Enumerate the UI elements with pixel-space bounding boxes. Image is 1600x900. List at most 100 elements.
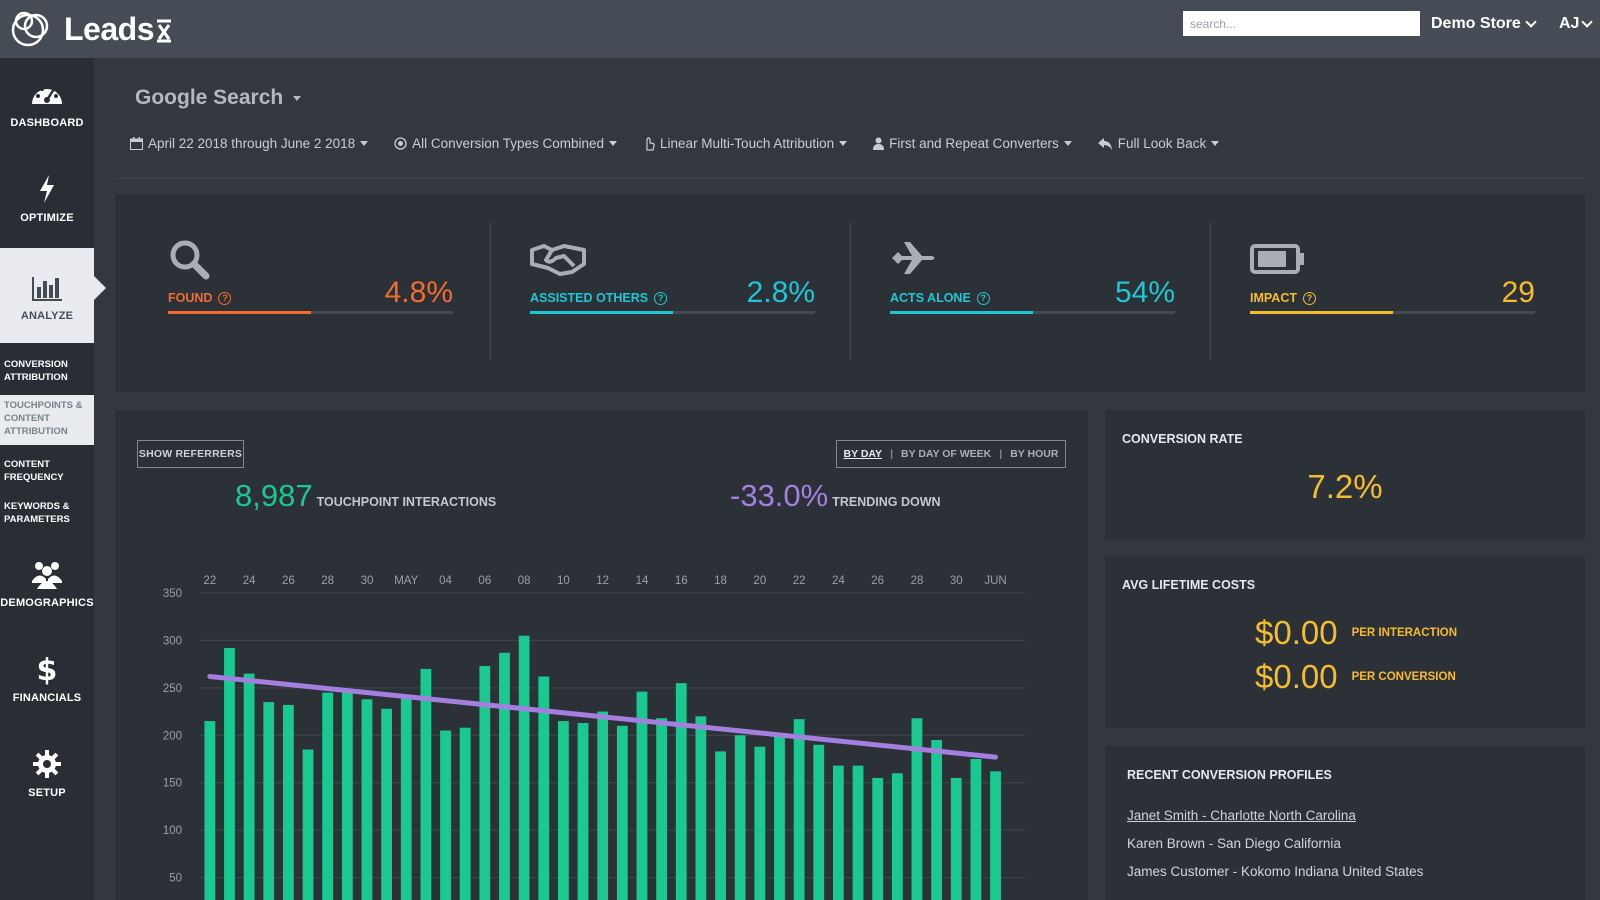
kpi-acts-alone: ACTS ALONE? 54% xyxy=(890,238,1175,318)
chart-bar xyxy=(852,765,864,900)
interactions-stat: 8,987 TOUCHPOINT INTERACTIONS xyxy=(235,478,496,514)
chart-bar xyxy=(302,749,314,900)
chevron-down-icon xyxy=(1581,15,1594,28)
filter-label: Full Look Back xyxy=(1117,136,1207,151)
chart-bar xyxy=(774,735,785,900)
tab-by-day[interactable]: BY DAY xyxy=(843,448,883,460)
chart-bar xyxy=(754,746,766,900)
recent-conversion-profiles-panel: RECENT CONVERSION PROFILES Janet Smith -… xyxy=(1105,746,1585,900)
profile-item[interactable]: Karen Brown - San Diego California xyxy=(1127,836,1341,851)
chevron-down-icon xyxy=(1525,15,1537,28)
chart-bar xyxy=(950,777,962,900)
chart-bar xyxy=(636,691,648,900)
x-tick-label: 18 xyxy=(714,575,727,587)
chart-bar xyxy=(479,666,491,900)
sidebar-item-label: OPTIMIZE xyxy=(20,212,74,224)
x-tick-label: 24 xyxy=(832,575,845,587)
filter-date-range[interactable]: April 22 2018 through June 2 2018 xyxy=(130,136,369,151)
chart-bar xyxy=(263,702,275,900)
subnav-touchpoints-content-attribution[interactable]: TOUCHPOINTS & CONTENT ATTRIBUTION xyxy=(0,395,94,445)
cost-label: PER INTERACTION xyxy=(1351,627,1458,639)
store-selector[interactable]: Demo Store xyxy=(1431,15,1537,33)
filter-conversion-types[interactable]: All Conversion Types Combined xyxy=(394,136,618,151)
page-title: Google Search xyxy=(135,86,284,109)
dollar-icon: $ xyxy=(36,652,58,686)
filter-look-back[interactable]: Full Look Back xyxy=(1097,136,1220,151)
chart-bar xyxy=(322,692,334,900)
filter-label: April 22 2018 through June 2 2018 xyxy=(148,136,356,151)
x-tick-label: MAY xyxy=(394,575,418,587)
tab-by-day-of-week[interactable]: BY DAY OF WEEK xyxy=(901,448,992,460)
filter-converters[interactable]: First and Repeat Converters xyxy=(873,136,1072,151)
chart-bar xyxy=(224,648,235,900)
chart-bar xyxy=(341,689,353,900)
kpi-progress-track xyxy=(1250,311,1535,314)
sidebar-item-financials[interactable]: $ FINANCIALS xyxy=(0,633,94,723)
subnav-keywords-parameters[interactable]: KEYWORDS & PARAMETERS xyxy=(0,496,94,530)
conversion-rate-panel: CONVERSION RATE 7.2% xyxy=(1105,410,1585,540)
x-tick-label: 22 xyxy=(203,575,216,587)
bar-chart-icon xyxy=(30,270,64,304)
x-tick-label: 24 xyxy=(243,575,256,587)
filter-bar: April 22 2018 through June 2 2018 All Co… xyxy=(130,136,1220,151)
x-tick-label: JUN xyxy=(984,575,1006,587)
kpi-label: ASSISTED OTHERS? xyxy=(530,291,668,305)
chart-bar xyxy=(420,668,432,900)
recent-profiles-title: RECENT CONVERSION PROFILES xyxy=(1127,768,1332,782)
help-icon[interactable]: ? xyxy=(218,291,232,305)
lightning-bolt-icon xyxy=(37,172,57,206)
filter-attribution-model[interactable]: Linear Multi-Touch Attribution xyxy=(643,136,848,151)
calendar-icon xyxy=(130,137,143,150)
kpi-progress-track xyxy=(890,311,1175,314)
airplane-icon xyxy=(892,242,935,274)
chart-bar xyxy=(381,708,393,900)
x-tick-label: 04 xyxy=(439,575,452,587)
kpi-progress-fill xyxy=(530,311,673,314)
help-icon[interactable]: ? xyxy=(1303,291,1316,305)
sidebar-item-setup[interactable]: SETUP xyxy=(0,728,94,818)
show-referrers-button[interactable]: SHOW REFERRERS xyxy=(137,440,244,468)
logo[interactable]: Leads xyxy=(8,8,174,50)
caret-down-icon xyxy=(360,141,369,146)
y-tick-label: 350 xyxy=(163,588,182,600)
y-tick-label: 50 xyxy=(169,873,182,885)
caret-down-icon xyxy=(293,95,302,101)
conversion-rate-value: 7.2% xyxy=(1307,468,1383,505)
subnav-label-line: CONTENT xyxy=(4,459,50,470)
help-icon[interactable]: ? xyxy=(654,291,668,305)
page-title-dropdown[interactable]: Google Search xyxy=(135,86,302,110)
sidebar-item-dashboard[interactable]: DASHBOARD xyxy=(0,58,94,148)
sidebar-item-optimize[interactable]: OPTIMIZE xyxy=(0,153,94,243)
help-icon[interactable]: ? xyxy=(976,291,990,305)
profile-link[interactable]: Janet Smith - Charlotte North Carolina xyxy=(1127,808,1356,823)
chart-bar xyxy=(970,759,982,900)
subnav-content-frequency[interactable]: CONTENT FREQUENCY xyxy=(0,454,94,488)
sidebar-item-analyze[interactable]: ANALYZE xyxy=(0,248,94,343)
sidebar-item-demographics[interactable]: DEMOGRAPHICS xyxy=(0,538,94,628)
x-tick-label: 16 xyxy=(675,575,688,587)
svg-text:$: $ xyxy=(36,653,57,685)
y-tick-label: 100 xyxy=(163,825,182,837)
chart-bar xyxy=(499,652,510,900)
chart-bar xyxy=(931,740,943,900)
toggle-separator: | xyxy=(999,448,1003,460)
user-initials: AJ xyxy=(1559,15,1580,32)
magnifier-icon xyxy=(170,240,210,280)
kpi-divider xyxy=(850,222,851,360)
target-icon xyxy=(394,137,407,150)
x-tick-label: 06 xyxy=(478,575,491,587)
kpi-label: ACTS ALONE? xyxy=(890,291,990,305)
search-input[interactable] xyxy=(1183,11,1420,36)
subnav-label-line: PARAMETERS xyxy=(4,514,70,525)
x-tick-label: 28 xyxy=(321,575,334,587)
user-menu[interactable]: AJ xyxy=(1559,15,1594,33)
people-group-icon xyxy=(29,557,65,591)
subnav-conversion-attribution[interactable]: CONVERSION ATTRIBUTION xyxy=(0,354,94,388)
tab-by-hour[interactable]: BY HOUR xyxy=(1010,448,1059,460)
kpi-progress-track xyxy=(168,311,453,314)
profile-item[interactable]: James Customer - Kokomo Indiana United S… xyxy=(1127,864,1424,879)
x-tick-label: 22 xyxy=(793,575,806,587)
chart-bar xyxy=(695,716,707,900)
trend-value: -33.0% xyxy=(730,478,829,513)
filter-label: All Conversion Types Combined xyxy=(412,136,605,151)
